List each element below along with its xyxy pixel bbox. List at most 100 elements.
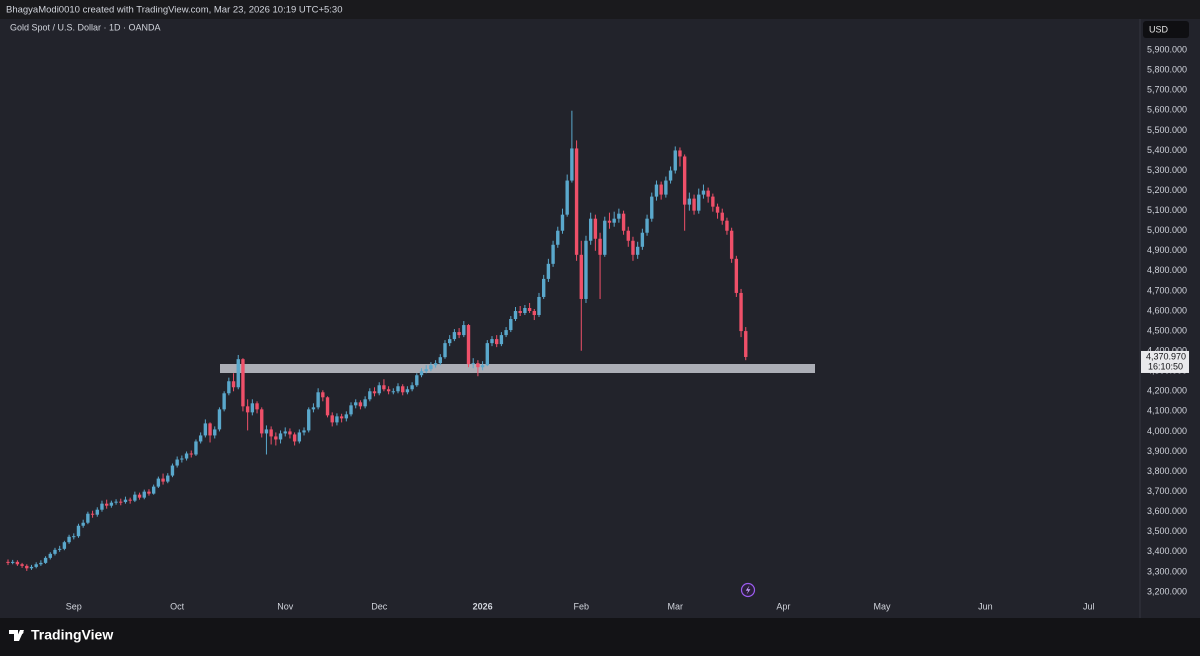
candle-body (227, 381, 231, 394)
candle-body (471, 363, 475, 365)
candle-body (640, 232, 645, 247)
candle-body (701, 190, 706, 195)
candle-body (725, 220, 729, 231)
candle-body (668, 170, 673, 181)
candle-body (20, 564, 24, 566)
last-price-box (1141, 350, 1189, 373)
candle-body (166, 475, 170, 482)
candle-body (292, 434, 297, 442)
y-tick-label: 5,000.000 (1147, 225, 1187, 235)
candle-body (260, 409, 264, 434)
candle-body (208, 423, 212, 436)
candle-body (565, 180, 569, 215)
candle-body (551, 244, 555, 264)
candle-body (607, 220, 612, 223)
y-tick-label: 4,800.000 (1147, 265, 1187, 275)
y-tick-label: 3,700.000 (1147, 486, 1187, 496)
candle-body (344, 414, 349, 419)
candle-body (462, 325, 466, 336)
candle-body (119, 501, 123, 503)
candle-body (62, 542, 67, 549)
candle-body (104, 503, 109, 506)
candle-body (485, 343, 489, 366)
y-tick-label: 3,600.000 (1147, 506, 1187, 516)
candle-body (39, 562, 43, 565)
candle-body (739, 292, 743, 332)
candle-body (391, 391, 396, 393)
candle-body (90, 513, 95, 515)
candle-body (466, 325, 471, 365)
candle-body (321, 392, 325, 398)
candle-body (264, 429, 269, 434)
currency-button[interactable] (1143, 21, 1189, 38)
candle-body (499, 335, 504, 345)
candle-body (203, 423, 208, 436)
candle-body (194, 441, 198, 455)
candle-body (175, 459, 179, 466)
candle-body (354, 402, 358, 406)
y-tick-label: 5,400.000 (1147, 145, 1187, 155)
candle-body (81, 522, 85, 526)
candle-body (142, 491, 146, 498)
candle-body (541, 278, 546, 297)
y-tick-label: 4,600.000 (1147, 305, 1187, 315)
y-tick-label: 3,800.000 (1147, 466, 1187, 476)
candle-body (518, 311, 522, 314)
x-tick-label: Feb (574, 601, 590, 611)
candle-body (443, 343, 447, 358)
candle-body (490, 339, 494, 344)
candle-body (269, 429, 273, 437)
candle-body (678, 150, 682, 157)
candle-body (476, 363, 480, 368)
candle-body (626, 230, 630, 241)
candle-body (184, 453, 189, 459)
candle-body (86, 513, 90, 523)
x-tick-label: Jul (1083, 601, 1095, 611)
candle-body (358, 402, 363, 407)
candle-body (133, 494, 137, 501)
y-tick-label: 3,400.000 (1147, 546, 1187, 556)
candle-body (570, 148, 574, 181)
candle-body (457, 332, 461, 336)
x-tick-label: Nov (277, 601, 294, 611)
y-tick-label: 4,000.000 (1147, 426, 1187, 436)
candle-body (635, 246, 640, 255)
candle-body (687, 198, 692, 205)
candle-body (283, 431, 287, 434)
y-tick-label: 3,900.000 (1147, 446, 1187, 456)
candle-body (377, 385, 381, 394)
candle-body (302, 430, 306, 433)
candle-body (6, 561, 10, 563)
candle-body (274, 436, 278, 440)
candle-body (645, 218, 649, 233)
currency[interactable]: USD (1149, 24, 1169, 34)
candle-body (448, 339, 452, 344)
candle-body (438, 357, 442, 364)
candle-body (151, 486, 156, 494)
candles (6, 110, 748, 571)
y-tick-label: 4,100.000 (1147, 406, 1187, 416)
candle-body (339, 416, 344, 419)
candle-body (100, 503, 104, 510)
candle-body (537, 296, 541, 316)
candle-body (452, 332, 457, 340)
candle-body (513, 311, 518, 320)
candle-body (128, 499, 132, 501)
candle-body (109, 502, 114, 506)
candle-body (217, 409, 222, 430)
candle-body (401, 386, 405, 393)
candle-body (29, 566, 34, 569)
y-tick-label: 3,200.000 (1147, 586, 1187, 596)
candle-body (621, 213, 626, 231)
candle-body (574, 148, 579, 255)
bottom-bar (0, 618, 1200, 656)
y-tick-label: 4,200.000 (1147, 386, 1187, 396)
y-tick-label: 5,700.000 (1147, 85, 1187, 95)
candle-body (57, 548, 62, 550)
candle-body (307, 409, 311, 431)
candle-body (715, 206, 720, 213)
candle-body (697, 194, 701, 211)
candle-body (53, 549, 57, 554)
candle-body (405, 389, 410, 393)
